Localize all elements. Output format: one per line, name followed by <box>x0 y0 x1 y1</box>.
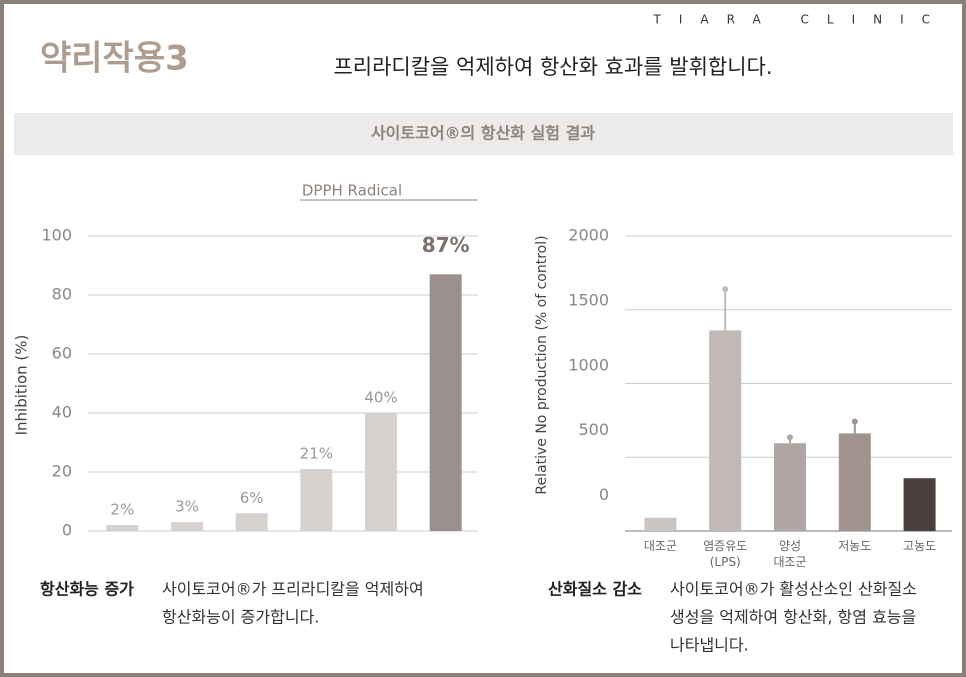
caption-title: 산화질소 감소 <box>548 580 642 599</box>
y-tick-label: 20 <box>52 462 72 481</box>
x-tick-line: 대조군 <box>773 555 806 569</box>
x-tick-line: (LPS) <box>710 555 741 569</box>
bar <box>106 525 139 531</box>
value-label: 87% <box>422 233 470 257</box>
value-label: 3% <box>175 498 199 516</box>
caption-text: 생성을 억제하여 항산화, 항염 효능을 <box>670 608 916 627</box>
x-tick-label: 저농도 <box>838 539 871 553</box>
bar <box>644 517 677 531</box>
bar <box>235 513 268 531</box>
x-tick-label: 고농도 <box>903 539 936 553</box>
bar <box>838 433 871 531</box>
y-tick-label: 2000 <box>568 226 609 245</box>
page-title: 약리작용3 <box>40 39 189 79</box>
error-cap <box>722 286 729 293</box>
x-tick-line: 양성 <box>779 539 801 553</box>
y-tick-label: 0 <box>599 485 609 504</box>
y-tick-label: 100 <box>41 226 72 245</box>
x-tick-line: 고농도 <box>903 539 936 553</box>
bar <box>300 469 333 531</box>
bar <box>429 274 462 531</box>
bar <box>365 413 397 531</box>
chart-title: DPPH Radical <box>302 182 402 200</box>
x-tick-label: 염증유도 (LPS) <box>703 539 747 569</box>
value-label: 6% <box>240 489 264 507</box>
x-tick-line: 대조군 <box>644 539 677 553</box>
banner-bg <box>14 113 953 155</box>
caption-text: 사이토코어®가 활성산소인 산화질소 <box>670 580 917 599</box>
x-tick-line: 염증유도 <box>703 539 747 553</box>
caption-text: 사이토코어®가 프리라디칼을 억제하여 <box>162 580 424 599</box>
y-tick-label: 80 <box>52 285 72 304</box>
value-label: 40% <box>364 389 397 407</box>
y-tick-label: 0 <box>62 521 72 540</box>
error-cap <box>787 434 793 441</box>
caption-title: 항산화능 증가 <box>40 580 134 599</box>
bar <box>774 443 806 531</box>
y-tick-label: 500 <box>578 420 609 439</box>
x-tick-line: 저농도 <box>838 539 871 553</box>
error-cap <box>851 418 858 425</box>
banner: 사이토코어®의 항산화 실험 결과 <box>371 124 595 143</box>
y-tick-label: 40 <box>52 403 72 422</box>
subtitle: 프리라디칼을 억제하여 항산화 효과를 발휘합니다. <box>333 55 772 79</box>
value-label: 2% <box>110 501 134 519</box>
brand: TIARA CLINIC <box>653 13 948 27</box>
bar <box>709 330 742 531</box>
y-axis-title: Relative No production (% of control) <box>534 235 550 494</box>
caption-text: 항산화능이 증가합니다. <box>162 608 319 627</box>
x-tick-label: 대조군 <box>644 539 677 553</box>
bar <box>903 478 936 531</box>
y-axis-title: Inhibition (%) <box>13 335 31 436</box>
value-label: 21% <box>300 445 333 463</box>
y-tick-label: 60 <box>52 344 72 363</box>
y-tick-label: 1500 <box>568 290 609 309</box>
y-tick-label: 1000 <box>568 355 609 374</box>
caption-text: 나타냅니다. <box>670 636 749 655</box>
bar <box>171 522 203 531</box>
